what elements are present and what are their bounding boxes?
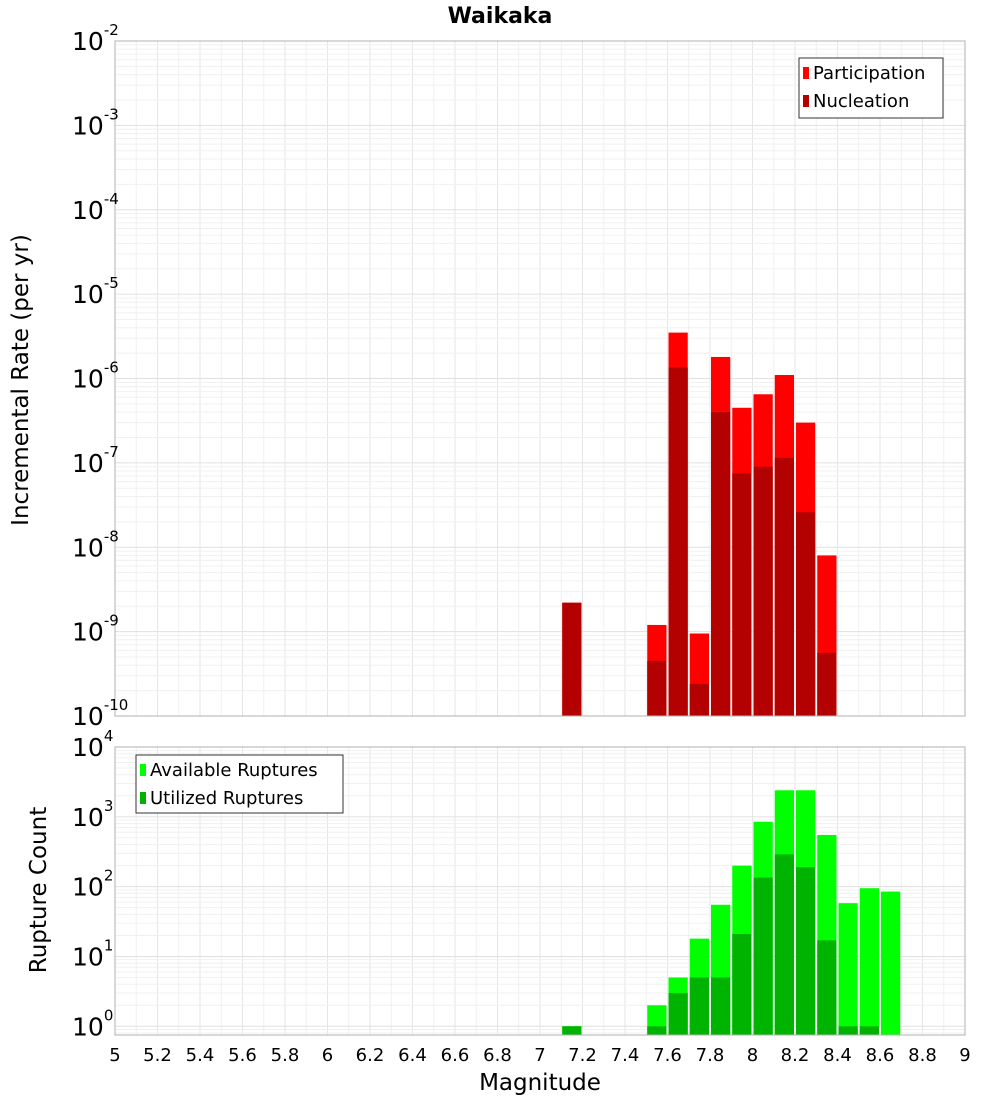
x-tick-label: 8.4: [823, 1045, 852, 1066]
x-tick-label: 5: [109, 1045, 120, 1066]
bar: [838, 903, 858, 1035]
y-tick-label: 100: [72, 1006, 113, 1041]
y-tick-label: 10-4: [72, 190, 119, 225]
x-tick-label: 8.2: [781, 1045, 810, 1066]
bar: [711, 412, 731, 716]
y-tick-label: 104: [72, 727, 113, 762]
bar: [753, 877, 773, 1035]
rate-plot: 10-10 10-9 10-8 10-7 10-6 10-5 10-4 10-3 10-2 Par…: [72, 21, 966, 731]
chart-title: Waikaka: [448, 4, 553, 29]
bar: [689, 977, 709, 1035]
legend: Available Ruptures Utilized Ruptures: [135, 754, 344, 814]
x-tick-label: 6.4: [398, 1045, 427, 1066]
y-tick-label: 10-3: [72, 105, 119, 140]
bar: [711, 977, 731, 1035]
top-y-axis-label: Incremental Rate (per yr): [8, 234, 34, 526]
bar: [774, 457, 794, 716]
bar: [796, 512, 816, 716]
x-tick-label: 7.4: [611, 1045, 640, 1066]
bar: [838, 1026, 858, 1035]
x-tick-label: 9: [959, 1045, 970, 1066]
legend-label: Utilized Ruptures: [150, 788, 303, 809]
legend-swatch: [140, 764, 146, 776]
x-tick-label: 5.8: [271, 1045, 300, 1066]
bar: [732, 473, 752, 716]
bar: [732, 933, 752, 1035]
bottom-y-axis-label: Rupture Count: [26, 807, 52, 973]
x-tick-label: 5.6: [228, 1045, 257, 1066]
y-tick-label: 10-8: [72, 527, 119, 562]
bar: [859, 1026, 879, 1035]
bar: [753, 466, 773, 716]
bar: [817, 940, 837, 1035]
bar: [689, 683, 709, 716]
series-nucleation: [562, 367, 837, 716]
bar: [796, 867, 816, 1035]
legend: Participation Nucleation: [798, 57, 944, 119]
legend-box: [798, 57, 944, 119]
plot-frame: [114, 746, 966, 1036]
y-tick-label: 10-6: [72, 359, 119, 394]
grid: [114, 41, 966, 717]
series-utilized-ruptures: [562, 854, 879, 1035]
x-tick-label: 7: [534, 1045, 545, 1066]
x-axis-label: Magnitude: [479, 1070, 601, 1096]
x-tick-label: 8.6: [866, 1045, 895, 1066]
bar: [774, 854, 794, 1035]
legend-swatch: [140, 792, 146, 804]
bar: [647, 660, 667, 716]
y-tick-label: 10-10: [72, 696, 128, 731]
x-tick-label: 8.8: [908, 1045, 937, 1066]
plot-frame: [114, 40, 966, 717]
bar: [859, 888, 879, 1035]
y-tick-label: 103: [72, 797, 113, 832]
y-tick-label: 10-5: [72, 274, 119, 309]
x-tick-label: 6: [322, 1045, 333, 1066]
x-tick-label: 6.8: [483, 1045, 512, 1066]
bar: [668, 367, 688, 716]
x-tick-label: 5.4: [186, 1045, 215, 1066]
legend-label: Available Ruptures: [150, 760, 318, 781]
bar: [668, 992, 688, 1035]
bar: [562, 602, 582, 716]
y-tick-label: 102: [72, 867, 113, 902]
y-tick-label: 10-2: [72, 21, 119, 56]
x-tick-label: 5.2: [143, 1045, 172, 1066]
count-plot: 100 101 102 103 104 Available Ruptures Utilize…: [72, 727, 966, 1041]
bar: [647, 1026, 667, 1035]
legend-swatch: [803, 67, 809, 79]
x-tick-label: 8: [747, 1045, 758, 1066]
bar: [881, 891, 901, 1035]
bar: [562, 1026, 582, 1035]
legend-swatch: [803, 95, 809, 107]
y-tick-label: 10-7: [72, 443, 119, 478]
x-tick-label: 7.2: [568, 1045, 597, 1066]
legend-label: Participation: [813, 63, 925, 84]
legend-label: Nucleation: [813, 91, 909, 112]
legend-box: [135, 754, 344, 814]
y-tick-label: 10-9: [72, 612, 119, 647]
x-tick-label: 6.2: [356, 1045, 385, 1066]
bar: [817, 652, 837, 716]
x-tick-label: 7.8: [696, 1045, 725, 1066]
x-tick-label: 6.6: [441, 1045, 470, 1066]
y-tick-label: 101: [72, 936, 113, 971]
x-tick-label: 7.6: [653, 1045, 682, 1066]
